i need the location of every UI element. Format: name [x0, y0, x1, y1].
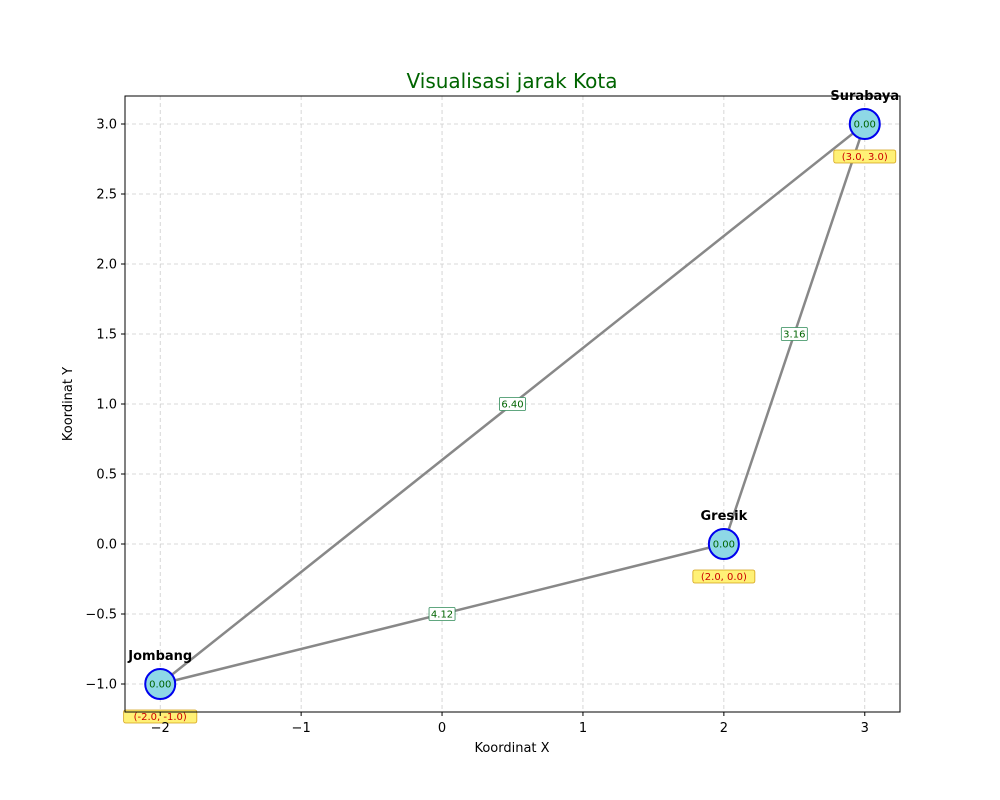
- x-tick-label: 2: [720, 721, 728, 736]
- coord-label-box: [692, 569, 756, 584]
- x-tick-label: −1: [292, 721, 311, 736]
- edge-label-box: [499, 397, 526, 411]
- x-axis-label: Koordinat X: [474, 741, 549, 756]
- node-name-label: Jombang: [127, 649, 192, 664]
- coord-label: (-2.0, -1.0): [134, 712, 187, 723]
- edge-labels: 6.40 4.12 3.16: [428, 327, 808, 621]
- node-gresik: 0.00 Gresik (2.0, 0.0): [692, 509, 756, 584]
- y-tick-label: 2.5: [96, 188, 117, 203]
- edge-distance-label: 3.16: [783, 330, 805, 341]
- x-tick-label: 0: [438, 721, 446, 736]
- y-tick-label: 3.0: [96, 118, 117, 133]
- coord-label: (3.0, 3.0): [842, 152, 888, 163]
- chart-title: Visualisasi jarak Kota: [407, 69, 618, 93]
- edge-label-box: [780, 327, 808, 341]
- coord-label-box: [123, 709, 198, 724]
- node-marker: [848, 108, 881, 140]
- coord-label: (2.0, 0.0): [701, 572, 747, 583]
- y-tick-label: 1.5: [96, 328, 117, 343]
- edge-distance-label: 6.40: [501, 400, 523, 411]
- node-marker: [144, 668, 177, 700]
- y-tick-label: −0.5: [85, 608, 117, 623]
- x-tick-label: 1: [579, 721, 587, 736]
- y-tick-label: −1.0: [85, 678, 117, 693]
- edge-distance-label: 4.12: [431, 610, 453, 621]
- coord-label-box: [833, 149, 897, 164]
- x-tick-label: −2: [151, 721, 170, 736]
- node-marker: [707, 528, 740, 560]
- y-tick-label: 2.0: [96, 258, 117, 273]
- x-tick-label: 3: [861, 721, 869, 736]
- y-tick-label: 0.0: [96, 538, 117, 553]
- node-value-label: 0.00: [854, 120, 876, 131]
- grid: [125, 96, 900, 712]
- node-name-label: Gresik: [700, 509, 747, 524]
- edge-label-box: [428, 607, 456, 621]
- axis-ticks: −2 −1 0 1 2 3 −1.0 −0.5 0.0 0.5 1.0 1.5 2.0 2.5 3.0: [85, 118, 868, 737]
- node-jombang: 0.00 Jombang (-2.0, -1.0): [123, 649, 198, 724]
- y-tick-label: 1.0: [96, 398, 117, 413]
- node-value-label: 0.00: [713, 540, 735, 551]
- y-axis-label: Koordinat Y: [61, 367, 76, 441]
- node-value-label: 0.00: [149, 680, 171, 691]
- y-tick-label: 0.5: [96, 468, 117, 483]
